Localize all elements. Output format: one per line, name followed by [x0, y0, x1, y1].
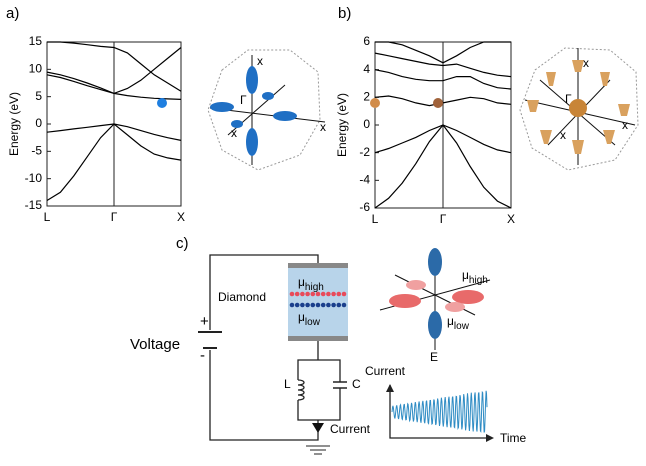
waveform-sketch: Current Time: [365, 364, 527, 445]
mu: μ: [462, 268, 469, 282]
mu-label: μlow: [447, 314, 470, 331]
carrier-dot: [341, 291, 347, 297]
carrier-dot: [331, 302, 336, 308]
plus: +: [200, 313, 209, 330]
current-label: Current: [330, 422, 371, 436]
y-axis-label: Energy (eV): [335, 93, 349, 157]
band-line: [374, 69, 512, 90]
carrier-dot: [294, 291, 300, 297]
carrier-dot: [300, 291, 305, 297]
carrier-dot: [300, 302, 305, 308]
y-axis-label: Energy (eV): [7, 92, 21, 156]
carrier-dot: [336, 302, 342, 308]
y-tick-label: -6: [359, 200, 370, 214]
carrier-dot: [294, 302, 300, 308]
panel-label: b): [338, 5, 351, 22]
x-tick-label: L: [44, 210, 51, 224]
y-tick-label: 10: [29, 62, 43, 76]
axis-label: x: [257, 54, 263, 68]
y-tick-label: 2: [363, 90, 370, 104]
y-tick-label: -2: [359, 145, 370, 159]
band-line: [46, 123, 182, 141]
mu-label: μlow: [298, 310, 321, 327]
field-label: E: [430, 350, 438, 364]
band-line: [375, 41, 511, 64]
mu-sub: low: [454, 321, 470, 332]
carrier-dot: [305, 291, 310, 297]
bz-inset: x x x Γ: [519, 47, 639, 171]
carrier-dot: [310, 302, 316, 308]
carrier-dot: [310, 291, 316, 297]
voltage-label: Voltage: [130, 336, 180, 353]
valley-sketch: μhigh μlow E: [379, 248, 491, 364]
valley-marker: [157, 98, 167, 108]
axis-label: x: [560, 128, 566, 142]
band-line: [374, 95, 512, 107]
x-tick-label: X: [177, 210, 185, 224]
minus: -: [200, 347, 205, 364]
gamma-label: Γ: [240, 93, 247, 107]
sample-label: Diamond: [218, 290, 266, 304]
carrier-dot: [289, 291, 295, 297]
gamma-label: Γ: [565, 92, 572, 106]
carrier-dot: [336, 291, 342, 297]
mu: μ: [298, 310, 305, 324]
axis-label: x: [622, 118, 628, 132]
carrier-dot: [326, 302, 331, 308]
x-tick-label: L: [372, 212, 379, 226]
x-tick-label: Γ: [440, 212, 447, 226]
capacitor-label: C: [352, 377, 361, 391]
y-tick-label: 0: [363, 117, 370, 131]
carrier-dot: [326, 291, 331, 297]
x-tick-label: X: [507, 212, 515, 226]
band-line: [374, 124, 512, 154]
mu-sub: high: [469, 275, 488, 286]
y-tick-label: -10: [25, 171, 43, 185]
bz-inset: x x x Γ: [207, 49, 326, 171]
carrier-dot: [305, 302, 310, 308]
valley-marker: [370, 98, 380, 108]
axis-label: x: [320, 120, 326, 134]
axis-label: x: [583, 56, 589, 70]
y-tick-label: 4: [363, 62, 370, 76]
y-tick-label: -4: [359, 173, 370, 187]
carrier-dot: [320, 291, 326, 297]
y-tick-label: -5: [31, 144, 42, 158]
band-line: [46, 47, 182, 95]
mu-sub: low: [305, 317, 321, 328]
mu: μ: [298, 275, 305, 289]
mu: μ: [447, 314, 454, 328]
y-tick-label: 6: [363, 34, 370, 48]
carrier-dot: [289, 302, 295, 308]
axis-label: Time: [500, 431, 527, 445]
band-line: [374, 52, 512, 78]
mu-label: μhigh: [462, 268, 488, 285]
panel-label: a): [6, 5, 19, 22]
inductor-label: L: [284, 377, 291, 391]
waveform: [391, 390, 488, 433]
y-tick-label: 0: [35, 116, 42, 130]
y-tick-label: 15: [29, 34, 43, 48]
x-tick-label: Γ: [111, 210, 118, 224]
mu-label: μhigh: [298, 275, 324, 292]
y-tick-label: 5: [35, 89, 42, 103]
band-line: [47, 41, 182, 92]
carrier-dot: [341, 302, 347, 308]
valley-marker: [433, 98, 443, 108]
panel-label: c): [176, 235, 189, 252]
carrier-dot: [315, 291, 321, 297]
mu-sub: high: [305, 282, 324, 293]
circuit: Diamond μhigh μlow Voltage + - L C Curre…: [130, 254, 371, 455]
carrier-dot: [315, 302, 321, 308]
axis-label: x: [231, 126, 237, 140]
carrier-dot: [320, 302, 326, 308]
axis-label: Current: [365, 364, 406, 378]
y-tick-label: -15: [25, 198, 43, 212]
carrier-dot: [331, 291, 336, 297]
